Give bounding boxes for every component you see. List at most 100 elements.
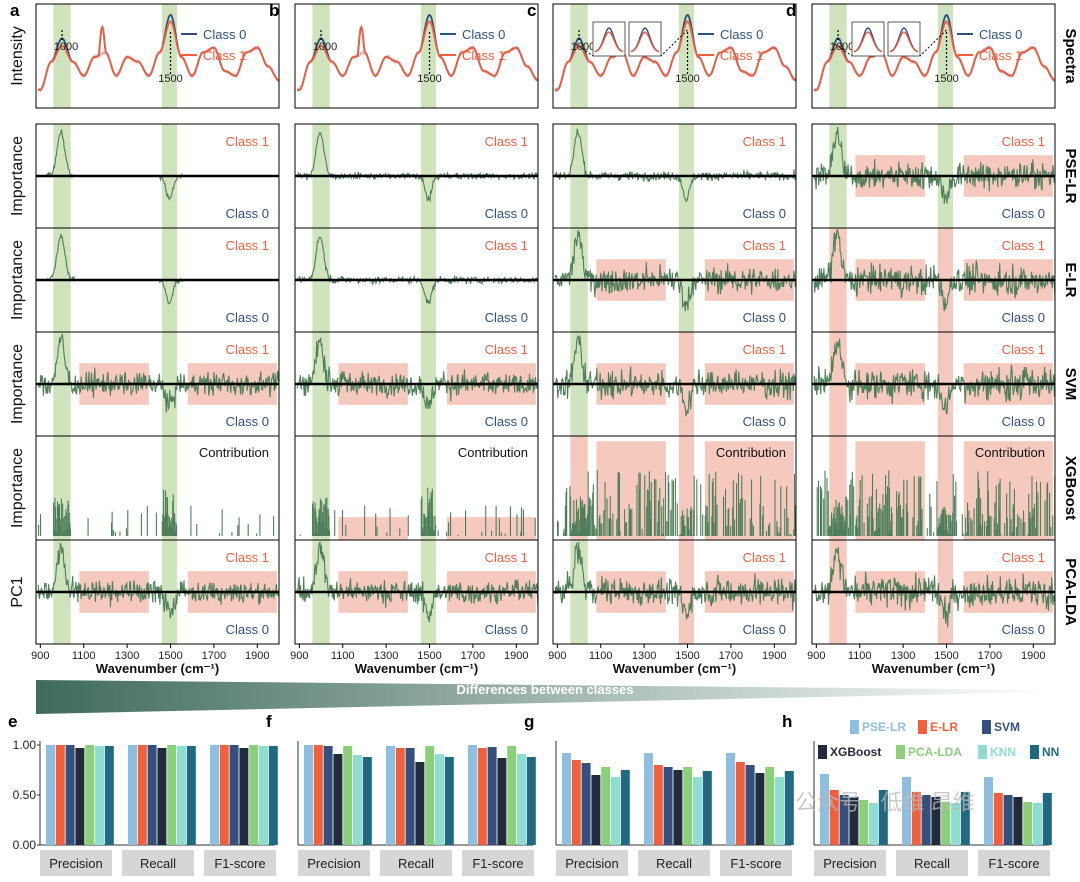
- inset-curve: [594, 31, 624, 53]
- bar-pse-lr: [128, 745, 137, 845]
- bar-svm: [663, 767, 673, 845]
- bar-svm: [487, 747, 497, 845]
- x-tick-label: 1700: [461, 650, 485, 662]
- green-band: [161, 4, 178, 108]
- bar-pca-lda: [249, 745, 259, 845]
- bar-xgboost: [849, 797, 859, 845]
- bar-nn: [268, 746, 278, 845]
- class0-label: Class 0: [743, 414, 786, 429]
- bar-svm: [581, 763, 591, 845]
- importance-line: [554, 334, 797, 417]
- bar-xgboost: [415, 762, 425, 845]
- class0-label: Class 0: [1002, 310, 1045, 325]
- bar-e-lr: [735, 762, 745, 845]
- class0-label: Class 0: [226, 414, 269, 429]
- subplot-svm: Class 1 Class 0: [294, 331, 539, 437]
- legend-label: NN: [1042, 745, 1059, 759]
- legend-label: PSE-LR: [862, 720, 906, 734]
- bar-knn: [353, 755, 362, 845]
- class1-mean-line: [297, 20, 539, 91]
- class0-label: Class 0: [743, 206, 786, 221]
- x-tick-label: 1900: [504, 650, 528, 662]
- bar-xgboost: [75, 748, 85, 845]
- metric-label-box: [814, 850, 886, 876]
- metric-panel-f: f Precision Recall F1-score: [266, 712, 536, 876]
- class1-label: Class 1: [743, 134, 786, 149]
- metric-label-box: [298, 850, 370, 876]
- class1-label: Class 1: [1002, 238, 1045, 253]
- bar-pca-lda: [507, 746, 517, 845]
- subplot-pse-lr: Class 1 Class 0: [35, 123, 280, 229]
- bar-xgboost: [157, 748, 167, 845]
- metric-label: F1-score: [730, 856, 781, 871]
- subplot-pca-lda: Class 1 Class 0: [294, 539, 539, 645]
- class0-label: Class 0: [1002, 206, 1045, 221]
- green-band: [312, 4, 330, 108]
- class1-label: Class 1: [743, 342, 786, 357]
- bar-xgboost: [591, 775, 601, 845]
- subplot-frame: [35, 3, 280, 109]
- bar-svm: [921, 795, 931, 845]
- subplot-xgboost: Contribution: [811, 435, 1056, 541]
- x-tick-label: 1500: [417, 650, 441, 662]
- bar-nn: [526, 757, 536, 845]
- bar-e-lr: [137, 745, 147, 845]
- subplot-pca-lda: Class 1 Class 0: [552, 539, 797, 645]
- y-axis-label: Intensity: [9, 26, 26, 86]
- metric-label-box: [720, 850, 792, 876]
- legend-swatch: [1030, 745, 1039, 759]
- x-axis-label: Wavenumber (cm⁻¹): [355, 661, 478, 676]
- peak-label: 1500: [675, 73, 699, 85]
- bar-svm: [745, 765, 755, 845]
- bar-xgboost: [1013, 797, 1023, 845]
- x-tick-label: 1700: [719, 650, 743, 662]
- inset-curve: [889, 31, 919, 53]
- panel-letter: f: [266, 712, 272, 731]
- metric-label-box: [896, 850, 968, 876]
- bar-knn: [435, 754, 444, 845]
- bar-xgboost: [333, 754, 343, 845]
- contribution-label: Contribution: [716, 445, 786, 460]
- class0-label: Class 0: [743, 310, 786, 325]
- subplot-spectra: 1000 1500 Class 0 Class 1: [35, 3, 280, 109]
- metric-label: Recall: [914, 856, 950, 871]
- bar-e-lr: [395, 748, 405, 845]
- class1-label: Class 1: [485, 342, 528, 357]
- class1-label: Class 1: [226, 238, 269, 253]
- metric-label-box: [204, 850, 276, 876]
- row-label-e-lr: E-LR: [1062, 263, 1079, 298]
- class0-label: Class 0: [485, 206, 528, 221]
- x-tick-label: 1300: [374, 650, 398, 662]
- class1-label: Class 1: [1002, 342, 1045, 357]
- legend-class1: Class 1: [462, 48, 505, 63]
- panel-letter: b: [269, 1, 279, 20]
- bar-xgboost: [755, 773, 765, 845]
- subplot-spectra: 1000 1500 Class 0 Class 1: [811, 3, 1056, 109]
- x-tick-label: 1500: [158, 650, 182, 662]
- metric-panel-h: h Precision Recall F1-score: [782, 712, 1052, 876]
- subplot-pca-lda: Class 1 Class 0: [811, 539, 1056, 645]
- class1-label: Class 1: [226, 342, 269, 357]
- inset-connector: [575, 43, 594, 57]
- x-axis-label: Wavenumber (cm⁻¹): [872, 661, 995, 676]
- bar-svm: [147, 745, 157, 845]
- legend-class1: Class 1: [720, 48, 763, 63]
- bar-pca-lda: [859, 800, 869, 845]
- panel-letter: d: [786, 1, 796, 20]
- bar-svm: [839, 795, 849, 845]
- subplot-e-lr: Class 1 Class 0: [35, 227, 280, 333]
- bar-svm: [65, 745, 75, 845]
- legend-class0: Class 0: [720, 27, 763, 42]
- y-tick-label: 1.00: [13, 738, 37, 752]
- bar-nn: [702, 771, 712, 845]
- peak-label: 1000: [830, 41, 854, 53]
- legend-swatch: [982, 720, 991, 734]
- bar-knn: [177, 746, 186, 845]
- bar-nn: [362, 757, 372, 845]
- difference-gradient: [36, 680, 1050, 714]
- class1-mean-line: [814, 20, 1056, 91]
- row-label-pse-lr: PSE-LR: [1062, 148, 1079, 203]
- y-axis-label: Importance: [9, 240, 26, 320]
- x-tick-label: 1100: [331, 650, 355, 662]
